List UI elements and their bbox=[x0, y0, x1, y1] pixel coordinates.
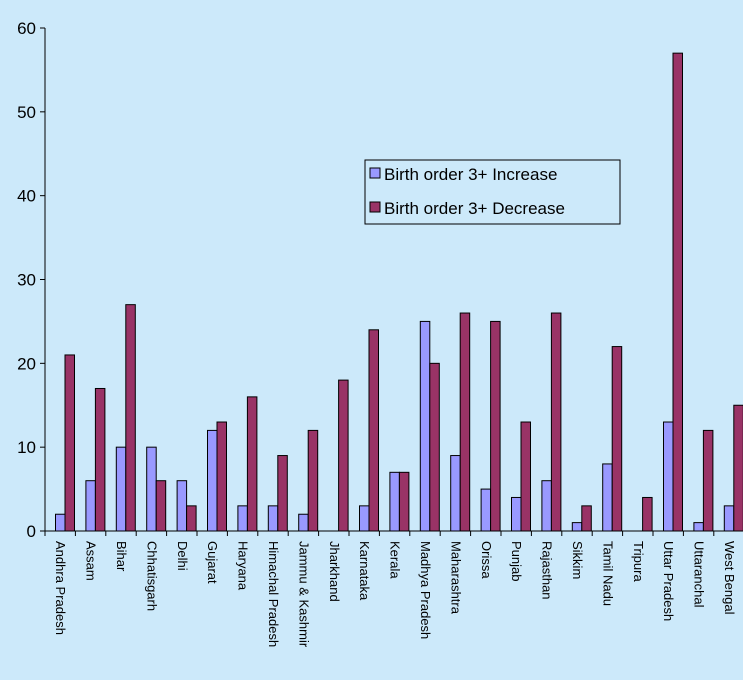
bar-decrease bbox=[126, 305, 136, 531]
x-category-label: Andhra Pradesh bbox=[53, 541, 68, 635]
bar-decrease bbox=[247, 397, 257, 531]
bar-increase bbox=[56, 514, 66, 531]
bar-increase bbox=[299, 514, 309, 531]
bar-decrease bbox=[612, 347, 622, 531]
bar-decrease bbox=[491, 321, 501, 531]
x-category-label: Karnataka bbox=[357, 541, 372, 601]
bar-decrease bbox=[582, 506, 592, 531]
x-category-label: Kerala bbox=[388, 541, 403, 579]
bars bbox=[56, 53, 743, 531]
bar-decrease bbox=[430, 363, 440, 531]
bar-decrease bbox=[643, 497, 653, 531]
x-category-label: Haryana bbox=[236, 541, 251, 591]
bar-increase bbox=[724, 506, 734, 531]
bar-decrease bbox=[369, 330, 379, 531]
x-category-label: Uttar Pradesh bbox=[661, 541, 676, 621]
legend-swatch-decrease bbox=[370, 202, 380, 212]
bar-decrease bbox=[187, 506, 197, 531]
axes bbox=[40, 28, 743, 536]
x-category-label: Punjab bbox=[509, 541, 524, 581]
bar-decrease bbox=[673, 53, 683, 531]
bar-increase bbox=[512, 497, 522, 531]
legend-label-decrease: Birth order 3+ Decrease bbox=[384, 199, 565, 218]
y-tick-label: 50 bbox=[17, 103, 36, 122]
y-tick-label: 30 bbox=[17, 271, 36, 290]
bar-increase bbox=[451, 456, 461, 531]
bar-increase bbox=[572, 523, 582, 531]
bar-decrease bbox=[734, 405, 743, 531]
x-category-label: Chhatisgarh bbox=[144, 541, 159, 611]
y-axis-tick-labels: 0 10 20 30 40 50 60 bbox=[17, 19, 36, 541]
x-category-label: Rajasthan bbox=[540, 541, 555, 600]
bar-decrease bbox=[460, 313, 470, 531]
bar-increase bbox=[238, 506, 248, 531]
bar-increase bbox=[147, 447, 157, 531]
bar-increase bbox=[390, 472, 400, 531]
bar-increase bbox=[268, 506, 278, 531]
x-category-label: Orissa bbox=[479, 541, 494, 579]
x-axis-category-labels: Andhra Pradesh Assam Bihar Chhatisgarh Delhi… bbox=[53, 541, 737, 648]
bar-increase bbox=[664, 422, 674, 531]
x-category-label: Assam bbox=[84, 541, 99, 581]
bar-increase bbox=[177, 481, 187, 531]
x-category-label: Uttaranchal bbox=[692, 541, 707, 608]
bar-increase bbox=[542, 481, 552, 531]
x-category-label: Tripura bbox=[631, 541, 646, 582]
bar-decrease bbox=[156, 481, 166, 531]
bar-decrease bbox=[339, 380, 349, 531]
bar-decrease bbox=[399, 472, 409, 531]
y-tick-label: 10 bbox=[17, 438, 36, 457]
y-tick-label: 60 bbox=[17, 19, 36, 38]
y-tick-label: 20 bbox=[17, 354, 36, 373]
x-category-label: Jharkhand bbox=[327, 541, 342, 602]
bar-decrease bbox=[278, 456, 288, 531]
bar-increase bbox=[481, 489, 491, 531]
bar-increase bbox=[86, 481, 96, 531]
bar-increase bbox=[603, 464, 613, 531]
x-category-label: Delhi bbox=[175, 541, 190, 571]
legend-swatch-increase bbox=[370, 168, 380, 178]
bar-decrease bbox=[65, 355, 75, 531]
bar-decrease bbox=[521, 422, 531, 531]
bar-increase bbox=[694, 523, 704, 531]
x-category-label: Himachal Pradesh bbox=[266, 541, 281, 647]
bar-increase bbox=[420, 321, 430, 531]
bar-decrease bbox=[95, 388, 105, 531]
x-category-label: Jammu & Kashmir bbox=[296, 541, 311, 648]
bar-increase bbox=[360, 506, 370, 531]
x-category-label: West Bengal bbox=[722, 541, 737, 615]
bar-decrease bbox=[217, 422, 227, 531]
x-category-label: Bihar bbox=[114, 541, 129, 572]
bar-decrease bbox=[551, 313, 561, 531]
x-category-label: Gujarat bbox=[205, 541, 220, 584]
legend: Birth order 3+ Increase Birth order 3+ D… bbox=[365, 160, 620, 224]
bar-decrease bbox=[703, 430, 713, 531]
x-category-label: Maharashtra bbox=[448, 541, 463, 615]
bar-decrease bbox=[308, 430, 318, 531]
bar-increase bbox=[116, 447, 126, 531]
x-category-label: Tamil Nadu bbox=[600, 541, 615, 606]
y-tick-label: 0 bbox=[27, 522, 36, 541]
bar-increase bbox=[208, 430, 218, 531]
y-tick-label: 40 bbox=[17, 187, 36, 206]
legend-label-increase: Birth order 3+ Increase bbox=[384, 165, 557, 184]
x-category-label: Madhya Pradesh bbox=[418, 541, 433, 639]
x-category-label: Sikkim bbox=[570, 541, 585, 579]
